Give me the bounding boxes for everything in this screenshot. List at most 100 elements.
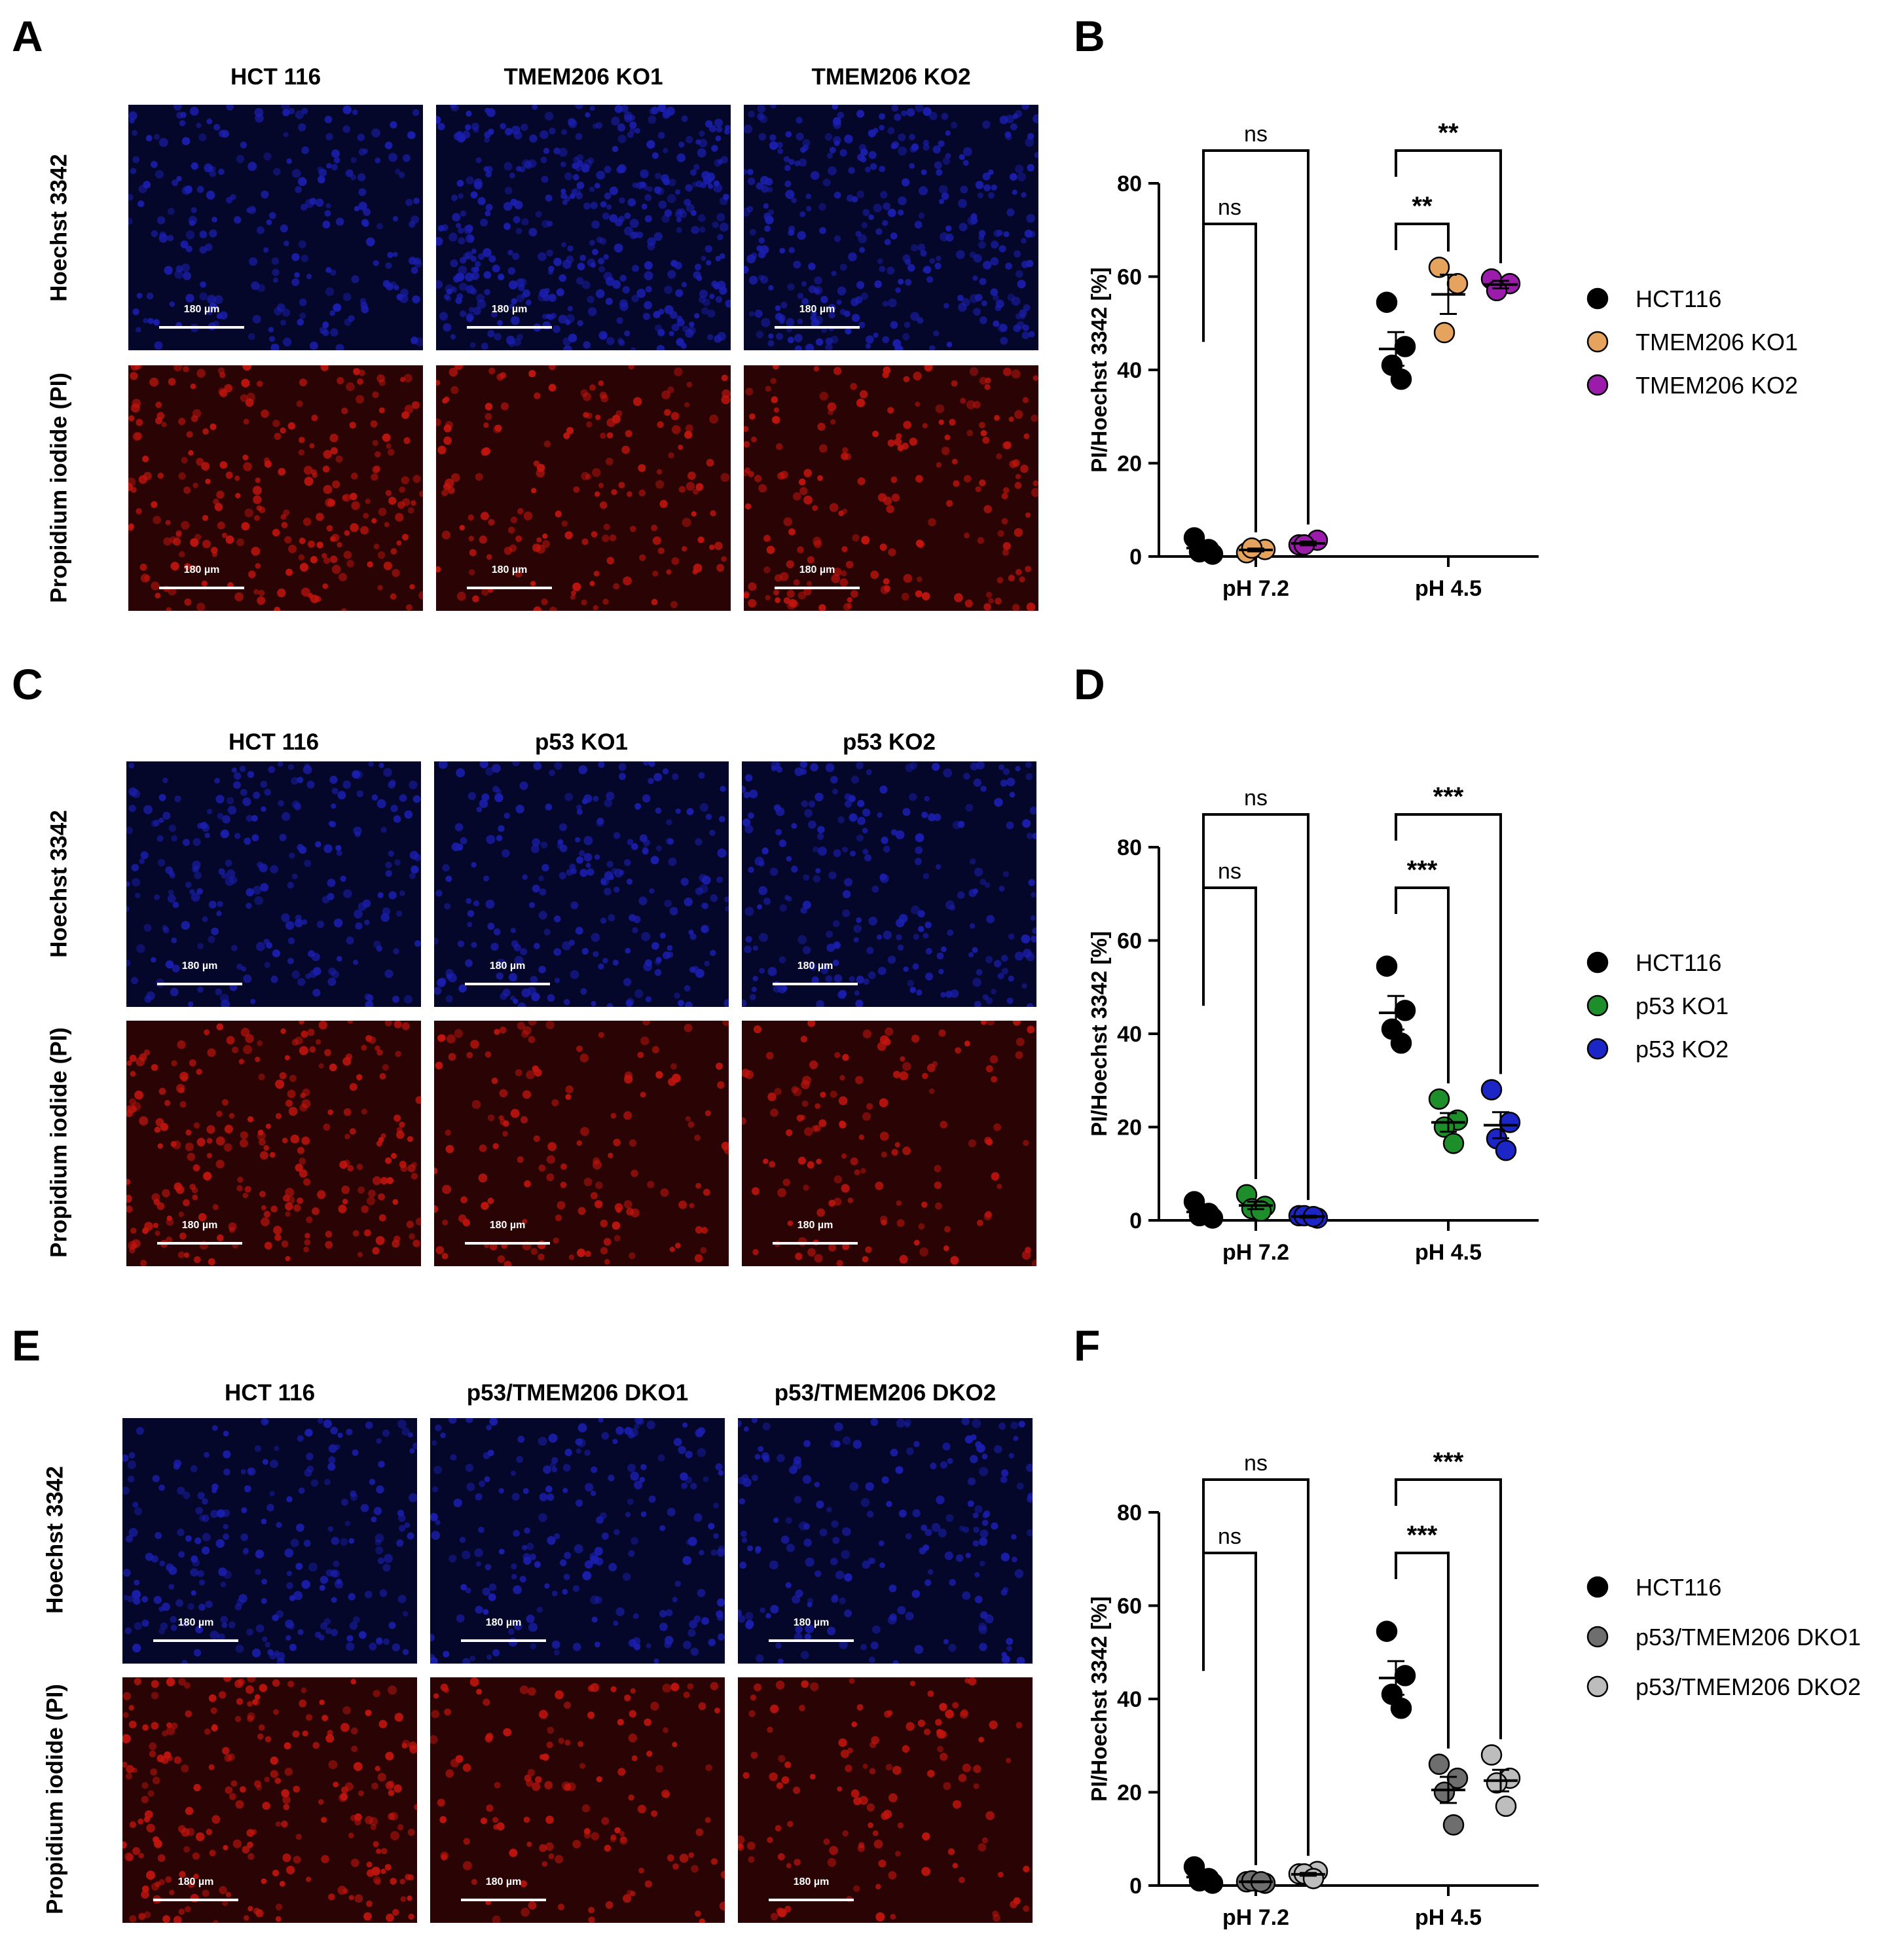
data-point bbox=[1446, 272, 1469, 295]
data-point bbox=[1394, 1665, 1416, 1687]
significance-label: *** bbox=[1433, 782, 1464, 811]
legend-marker bbox=[1586, 374, 1609, 396]
scale-bar-label: 180 µm bbox=[181, 1220, 218, 1231]
panel-letter-e: E bbox=[12, 1321, 41, 1370]
legend-label: p53/TMEM206 DKO2 bbox=[1636, 1673, 1861, 1700]
column-title: p53/TMEM206 DKO2 bbox=[774, 1380, 997, 1406]
panel-letter-b: B bbox=[1074, 12, 1105, 60]
y-tick-label: 0 bbox=[1129, 545, 1142, 570]
y-tick-label: 60 bbox=[1117, 1594, 1142, 1619]
significance-label: ns bbox=[1218, 859, 1241, 884]
significance-bracket bbox=[1202, 223, 1257, 533]
significance-label: *** bbox=[1407, 856, 1438, 884]
y-tick-label: 40 bbox=[1117, 1022, 1142, 1047]
data-point bbox=[1302, 1868, 1325, 1889]
scale-bar bbox=[769, 1639, 854, 1642]
pi-image: 180 µm bbox=[122, 1677, 417, 1923]
data-point bbox=[1442, 1133, 1465, 1154]
pi-image: 180 µm bbox=[436, 365, 731, 611]
significance-label: ns bbox=[1244, 786, 1268, 811]
column-title: HCT 116 bbox=[228, 729, 320, 755]
data-point bbox=[1480, 1079, 1503, 1101]
scale-bar bbox=[153, 1639, 238, 1642]
significance-bracket bbox=[1202, 886, 1257, 1179]
column-title: p53 KO1 bbox=[535, 729, 628, 755]
significance-bracket bbox=[1395, 223, 1450, 252]
column-title: HCT 116 bbox=[224, 1380, 316, 1406]
y-tick-label: 80 bbox=[1117, 1501, 1142, 1525]
y-tick-label: 40 bbox=[1117, 358, 1142, 383]
scale-bar-label: 180 µm bbox=[491, 564, 528, 575]
y-tick-label: 80 bbox=[1117, 172, 1142, 196]
pi-image: 180 µm bbox=[738, 1677, 1033, 1923]
scale-bar bbox=[467, 326, 552, 329]
data-point bbox=[1486, 1772, 1508, 1794]
y-axis-label: PI/Hoechst 3342 [%] bbox=[1087, 267, 1111, 473]
scale-bar bbox=[461, 1639, 546, 1642]
panel-letter-d: D bbox=[1074, 660, 1105, 708]
legend-label: p53 KO2 bbox=[1636, 1036, 1729, 1063]
scale-bar-label: 180 µm bbox=[485, 1876, 522, 1887]
legend-marker bbox=[1586, 951, 1609, 974]
scale-bar-label: 180 µm bbox=[489, 960, 526, 972]
scale-bar bbox=[775, 587, 860, 589]
scale-bar-label: 180 µm bbox=[797, 960, 833, 972]
scale-bar bbox=[157, 1242, 242, 1245]
significance-bracket bbox=[1395, 886, 1450, 1084]
legend-marker bbox=[1586, 1675, 1609, 1698]
y-tick-label: 60 bbox=[1117, 929, 1142, 954]
x-tick-label: pH 7.2 bbox=[1222, 576, 1289, 601]
significance-label: *** bbox=[1407, 1521, 1438, 1550]
data-point bbox=[1433, 321, 1455, 344]
scale-bar bbox=[157, 983, 242, 985]
significance-label: ns bbox=[1244, 1451, 1268, 1476]
data-point bbox=[1376, 955, 1398, 977]
significance-label: ** bbox=[1412, 192, 1433, 221]
pi-image: 180 µm bbox=[742, 1021, 1036, 1266]
scale-bar-label: 180 µm bbox=[177, 1617, 214, 1628]
legend-marker bbox=[1586, 1038, 1609, 1060]
row-label-hoechst: Hoechst 3342 bbox=[42, 1466, 68, 1614]
scale-bar bbox=[769, 1899, 854, 1901]
significance-bracket bbox=[1395, 1552, 1450, 1749]
panel-letter-f: F bbox=[1074, 1321, 1101, 1370]
scale-bar bbox=[159, 326, 244, 329]
legend-marker bbox=[1586, 331, 1609, 353]
legend-label: TMEM206 KO1 bbox=[1636, 329, 1798, 356]
hoechst-image: 180 µm bbox=[430, 1418, 725, 1664]
scale-bar-label: 180 µm bbox=[489, 1220, 526, 1231]
column-title: TMEM206 KO1 bbox=[503, 64, 663, 90]
data-point bbox=[1428, 1753, 1450, 1775]
legend-marker bbox=[1586, 1576, 1609, 1598]
scale-bar-label: 180 µm bbox=[799, 304, 835, 315]
scatter-chart-f: 0 20 40 60 80 PI/Hoechst 3342 [%] pH 7.2 pH 4.5… bbox=[1087, 1448, 1861, 1930]
scatter-chart-b: 0 20 40 60 80 PI/Hoechst 3342 [%] pH 7.2 pH 4.5… bbox=[1087, 119, 1798, 601]
pi-image: 180 µm bbox=[128, 365, 423, 611]
significance-label: ns bbox=[1244, 122, 1268, 147]
pi-image: 180 µm bbox=[430, 1677, 725, 1923]
significance-label: ** bbox=[1438, 119, 1459, 147]
y-tick-label: 20 bbox=[1117, 452, 1142, 477]
data-point bbox=[1376, 291, 1398, 313]
row-label-pi: Propidium iodide (PI) bbox=[46, 1027, 72, 1258]
legend-marker bbox=[1586, 994, 1609, 1017]
pi-image: 180 µm bbox=[744, 365, 1038, 611]
hoechst-image: 180 µm bbox=[436, 105, 731, 350]
legend-label: HCT116 bbox=[1636, 285, 1721, 312]
data-point bbox=[1433, 1781, 1455, 1803]
column-title: p53/TMEM206 DKO1 bbox=[466, 1380, 689, 1406]
significance-label: ns bbox=[1218, 1524, 1241, 1549]
hoechst-image: 180 µm bbox=[434, 761, 729, 1007]
significance-bracket bbox=[1395, 813, 1502, 1074]
hoechst-image: 180 µm bbox=[744, 105, 1038, 350]
data-point bbox=[1495, 1795, 1517, 1817]
y-axis-label: PI/Hoechst 3342 [%] bbox=[1087, 931, 1111, 1137]
data-point bbox=[1480, 1744, 1503, 1766]
scale-bar bbox=[159, 587, 244, 589]
pi-image: 180 µm bbox=[434, 1021, 729, 1266]
data-point bbox=[1442, 1814, 1465, 1836]
data-point bbox=[1394, 336, 1416, 357]
y-tick-label: 20 bbox=[1117, 1116, 1142, 1140]
y-tick-label: 60 bbox=[1117, 265, 1142, 290]
row-label-hoechst: Hoechst 3342 bbox=[46, 810, 72, 958]
